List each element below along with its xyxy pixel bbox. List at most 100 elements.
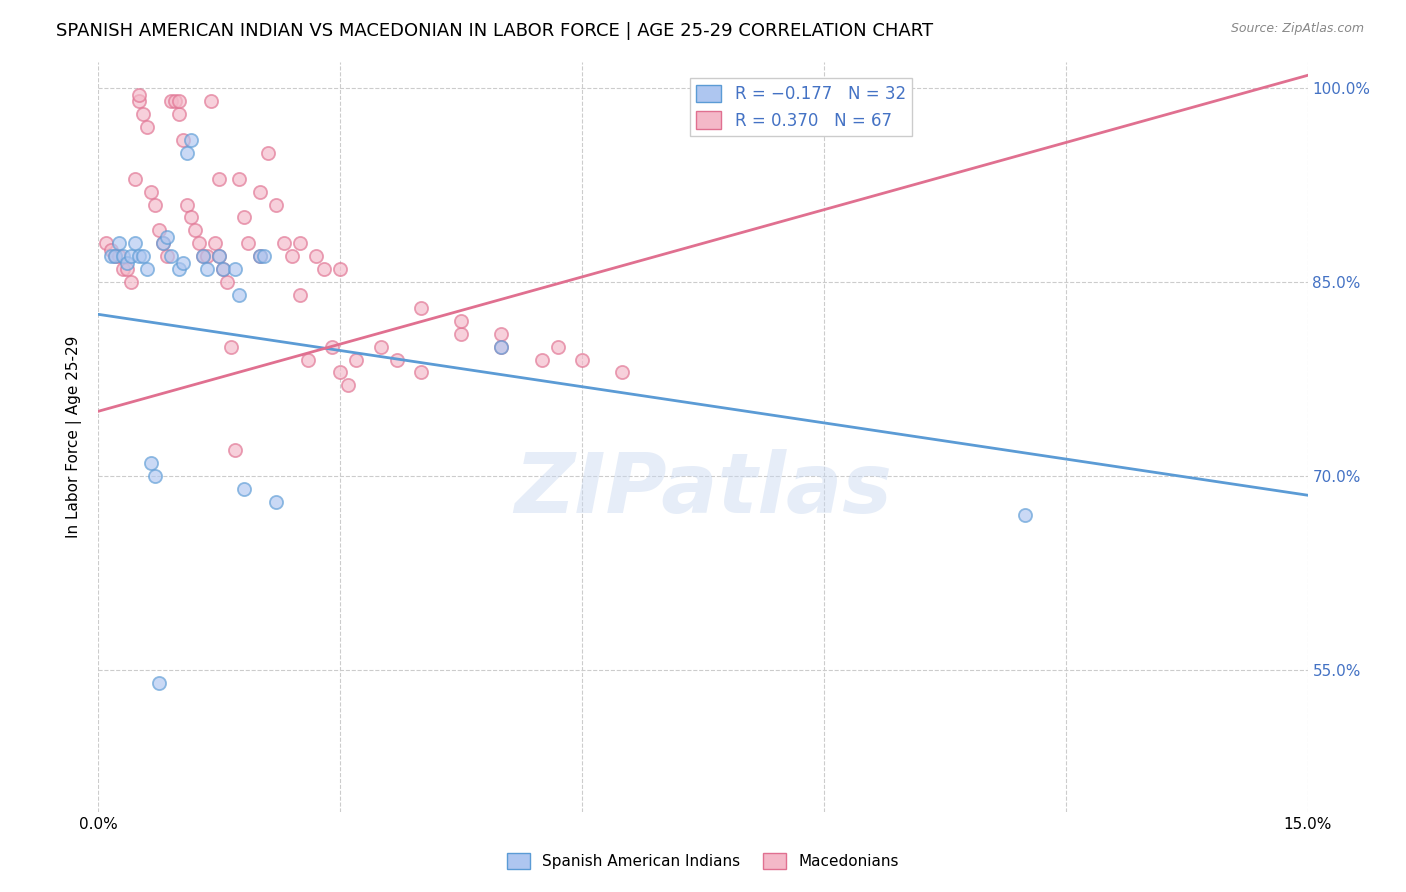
Point xyxy=(193,249,215,263)
Point xyxy=(450,326,472,341)
Point xyxy=(100,243,122,257)
Point xyxy=(143,468,166,483)
Point xyxy=(273,236,295,251)
Point xyxy=(370,340,392,354)
Point xyxy=(111,249,134,263)
Point xyxy=(224,262,246,277)
Point xyxy=(139,456,162,470)
Point xyxy=(163,94,186,108)
Point xyxy=(172,133,194,147)
Point xyxy=(249,249,271,263)
Point xyxy=(128,94,150,108)
Point xyxy=(160,249,183,263)
Point xyxy=(111,262,134,277)
Point xyxy=(314,262,336,277)
Point xyxy=(115,255,138,269)
Point xyxy=(547,340,569,354)
Point xyxy=(135,262,157,277)
Point xyxy=(195,249,218,263)
Point xyxy=(103,249,125,263)
Legend: Spanish American Indians, Macedonians: Spanish American Indians, Macedonians xyxy=(501,847,905,875)
Point xyxy=(156,230,179,244)
Point xyxy=(329,366,352,380)
Point xyxy=(128,87,150,102)
Point xyxy=(172,255,194,269)
Point xyxy=(120,275,142,289)
Point xyxy=(132,249,155,263)
Point xyxy=(188,236,211,251)
Point xyxy=(228,171,250,186)
Point xyxy=(124,171,146,186)
Point xyxy=(212,262,235,277)
Point xyxy=(297,352,319,367)
Point xyxy=(288,288,311,302)
Text: ZIPatlas: ZIPatlas xyxy=(515,449,891,530)
Point xyxy=(491,340,513,354)
Point xyxy=(337,378,360,392)
Point xyxy=(228,288,250,302)
Point xyxy=(132,107,155,121)
Point xyxy=(176,145,198,160)
Point xyxy=(217,275,239,289)
Point xyxy=(232,211,254,225)
Point xyxy=(167,94,190,108)
Point xyxy=(200,94,222,108)
Point xyxy=(409,366,432,380)
Point xyxy=(152,236,174,251)
Point xyxy=(128,249,150,263)
Point xyxy=(100,249,122,263)
Point xyxy=(1014,508,1036,522)
Point xyxy=(115,262,138,277)
Text: SPANISH AMERICAN INDIAN VS MACEDONIAN IN LABOR FORCE | AGE 25-29 CORRELATION CHA: SPANISH AMERICAN INDIAN VS MACEDONIAN IN… xyxy=(56,22,934,40)
Point xyxy=(208,249,231,263)
Point xyxy=(212,262,235,277)
Point xyxy=(305,249,328,263)
Point xyxy=(530,352,553,367)
Point xyxy=(249,249,271,263)
Point xyxy=(160,94,183,108)
Point xyxy=(385,352,408,367)
Point xyxy=(491,340,513,354)
Point xyxy=(167,107,190,121)
Point xyxy=(195,262,218,277)
Point xyxy=(221,340,243,354)
Point xyxy=(184,223,207,237)
Point xyxy=(103,249,125,263)
Point xyxy=(256,145,278,160)
Point xyxy=(107,236,129,251)
Point xyxy=(180,211,202,225)
Point xyxy=(107,249,129,263)
Point xyxy=(232,482,254,496)
Point xyxy=(193,249,215,263)
Point xyxy=(143,197,166,211)
Point xyxy=(409,301,432,315)
Point xyxy=(491,326,513,341)
Point xyxy=(344,352,367,367)
Point xyxy=(180,133,202,147)
Point xyxy=(139,185,162,199)
Point xyxy=(612,366,634,380)
Point xyxy=(204,236,226,251)
Point xyxy=(288,236,311,251)
Point xyxy=(321,340,343,354)
Point xyxy=(208,171,231,186)
Point xyxy=(176,197,198,211)
Point xyxy=(135,120,157,134)
Point xyxy=(148,675,170,690)
Point xyxy=(264,197,287,211)
Point xyxy=(208,249,231,263)
Point xyxy=(152,236,174,251)
Point xyxy=(253,249,276,263)
Point xyxy=(281,249,304,263)
Point xyxy=(264,494,287,508)
Text: Source: ZipAtlas.com: Source: ZipAtlas.com xyxy=(1230,22,1364,36)
Point xyxy=(96,236,118,251)
Point xyxy=(571,352,593,367)
Point xyxy=(120,249,142,263)
Point xyxy=(224,442,246,457)
Y-axis label: In Labor Force | Age 25-29: In Labor Force | Age 25-29 xyxy=(66,336,83,538)
Point xyxy=(167,262,190,277)
Point xyxy=(249,185,271,199)
Point xyxy=(148,223,170,237)
Point xyxy=(329,262,352,277)
